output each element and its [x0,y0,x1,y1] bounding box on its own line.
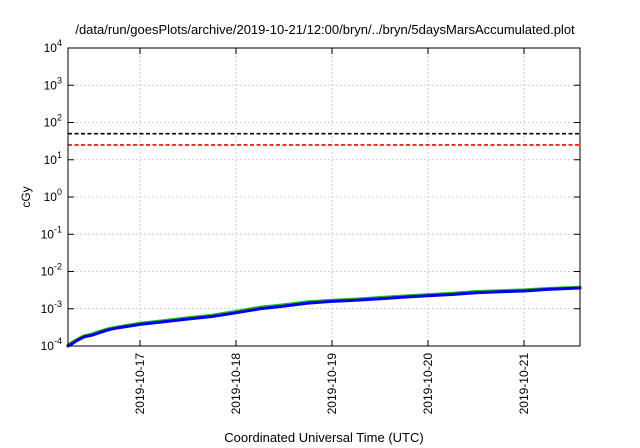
x-tick-label: 2019-10-20 [421,353,435,415]
y-tick-exponent: -2 [54,262,62,272]
series-line [66,285,582,347]
y-tick-label: 10-3 [41,299,62,316]
y-tick-label: 104 [44,38,62,55]
x-axis-label: Coordinated Universal Time (UTC) [224,430,423,445]
y-tick-label: 100 [44,187,62,204]
y-tick-label: 102 [44,113,62,130]
grid [68,48,580,346]
series-line [66,286,582,348]
y-tick-label: 101 [44,150,62,167]
y-tick-base: 10 [44,153,58,167]
y-tick-exponent: 1 [57,150,62,160]
y-tick-base: 10 [44,190,58,204]
y-tick-base: 10 [44,116,58,130]
y-tick-exponent: 3 [57,75,62,85]
series-group [66,285,582,348]
y-tick-exponent: -4 [54,336,62,346]
x-tick-label: 2019-10-18 [229,353,243,415]
y-tick-exponent: -1 [54,224,62,234]
y-tick-exponent: 0 [57,187,62,197]
y-tick-label: 103 [44,75,62,92]
y-tick-base: 10 [41,339,55,353]
y-tick-base: 10 [44,41,58,55]
y-tick-exponent: 4 [57,38,62,48]
y-tick-base: 10 [41,265,55,279]
x-tick-label: 2019-10-19 [325,353,339,415]
y-tick-base: 10 [41,302,55,316]
y-tick-base: 10 [44,78,58,92]
y-tick-label: 10-4 [41,336,62,353]
y-tick-exponent: -3 [54,299,62,309]
y-tick-label: 10-2 [41,262,62,279]
x-tick-label: 2019-10-17 [133,353,147,415]
y-tick-base: 10 [41,227,55,241]
y-tick-label: 10-1 [41,224,62,241]
chart-title: /data/run/goesPlots/archive/2019-10-21/1… [75,22,575,37]
x-axis: 2019-10-17 2019-10-18 2019-10-19 2019-10-20… [133,48,531,414]
y-axis-label: cGy [19,186,33,207]
reference-lines [68,132,580,146]
x-tick-label: 2019-10-21 [517,353,531,415]
y-tick-exponent: 2 [57,113,62,123]
